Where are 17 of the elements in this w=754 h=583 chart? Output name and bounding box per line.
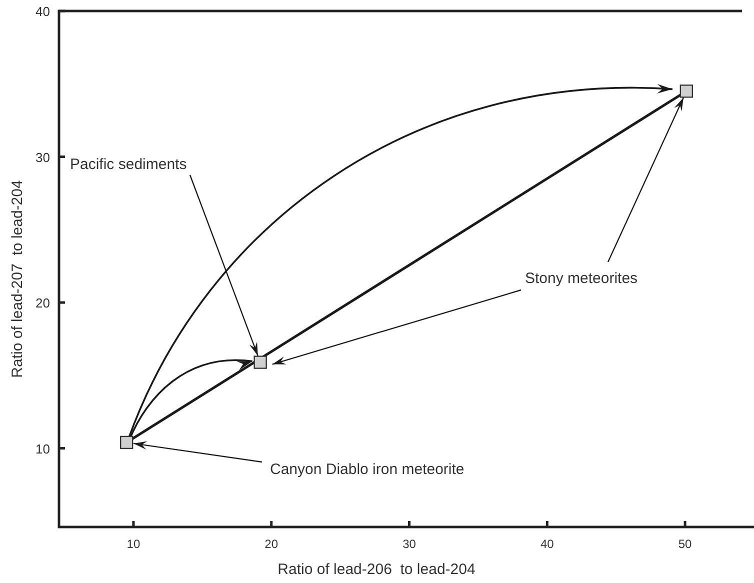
- y-axis-title: Ratio of lead-207 to lead-204: [9, 180, 26, 378]
- y-tick-label: 20: [36, 296, 50, 311]
- y-tick-label: 30: [36, 150, 50, 165]
- point: [254, 356, 267, 369]
- x-tick-label: 20: [264, 537, 278, 551]
- annotation: Pacific sediments: [70, 156, 187, 173]
- annotation: Canyon Diablo iron meteorite: [270, 461, 464, 478]
- x-tick-label: 50: [678, 537, 692, 551]
- point: [120, 436, 134, 450]
- point: [680, 84, 694, 98]
- y-tick-label: 10: [36, 441, 50, 456]
- y-tick-label: 40: [36, 4, 50, 19]
- x-axis-title: Ratio of lead-206 to lead-204: [278, 561, 476, 578]
- x-tick-label: 10: [126, 537, 140, 551]
- x-tick-label: 40: [540, 537, 554, 551]
- x-tick-label: 30: [402, 537, 416, 551]
- annotation: Stony meteorites: [525, 270, 638, 287]
